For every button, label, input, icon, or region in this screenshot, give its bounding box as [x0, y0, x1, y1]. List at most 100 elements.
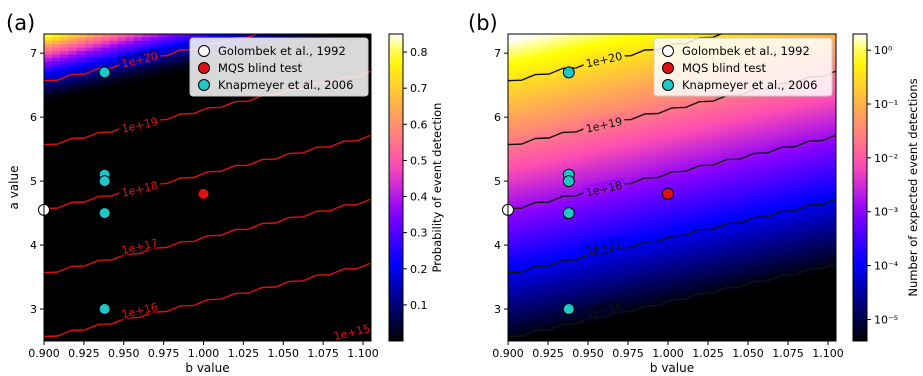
data-point-2 — [98, 207, 111, 220]
panel-b-colorbar: 10⁰ 10⁻¹ 10⁻² 10⁻³ 10⁻⁴ 10⁻⁵ Number of expecte… — [852, 33, 920, 342]
x-tick-label: 0.975 — [148, 347, 180, 360]
legend-label: Knapmeyer et al., 2006 — [218, 78, 353, 92]
panel-a-points — [38, 66, 210, 316]
legend-marker — [198, 79, 210, 91]
colorbar-tick-label: 0.4 — [410, 191, 428, 204]
colorbar-tick-label: 10⁻² — [874, 152, 898, 165]
contour-line-1e+17 — [44, 198, 371, 274]
y-tick-label: 6 — [30, 111, 37, 124]
contour-line-1e+18 — [508, 134, 836, 210]
contour-label-gap — [117, 234, 162, 256]
x-tick-label: 0.925 — [532, 347, 564, 360]
x-tick-label: 1.025 — [228, 347, 260, 360]
y-tick-label: 3 — [494, 303, 501, 316]
panel-a-label: (a) — [6, 11, 35, 35]
y-tick-label: 7 — [494, 47, 501, 60]
x-tick-label: 0.950 — [572, 347, 604, 360]
colorbar-tick-label: 0.8 — [410, 46, 428, 59]
contour-label-gap — [117, 48, 162, 70]
data-point-2 — [562, 66, 575, 79]
legend-marker — [662, 62, 674, 74]
colorbar-tick-label: 10⁻⁵ — [874, 313, 898, 326]
contour-label-gap — [581, 234, 626, 256]
x-tick-label: 0.950 — [108, 347, 140, 360]
y-tick-label: 3 — [30, 303, 37, 316]
panel-b-legend: Golombek et al., 1992 MQS blind test Knapm… — [653, 37, 833, 97]
colorbar-tick-label: 0.3 — [410, 227, 428, 240]
colorbar-tick-label: 10⁻¹ — [874, 98, 898, 111]
x-tick-label: 0.900 — [492, 347, 524, 360]
legend-marker — [662, 79, 674, 91]
data-point-2 — [562, 207, 575, 220]
x-tick-label: 1.050 — [732, 347, 764, 360]
colorbar-tick-label: 10⁰ — [874, 44, 893, 57]
colorbar-tick-label: 0.6 — [410, 118, 428, 131]
data-point-2 — [98, 175, 111, 188]
y-tick-label: 4 — [494, 239, 501, 252]
contour-label-gap — [581, 298, 626, 320]
y-tick-label: 5 — [30, 175, 37, 188]
y-tick-label: 6 — [494, 111, 501, 124]
x-tick-label: 0.900 — [28, 347, 60, 360]
legend-box — [189, 37, 369, 97]
legend-marker — [662, 45, 674, 57]
data-point-2 — [98, 303, 111, 316]
legend-marker — [198, 45, 210, 57]
x-tick-label: 1.075 — [772, 347, 804, 360]
axes-frame — [43, 33, 372, 342]
x-tick-label: 1.000 — [188, 347, 220, 360]
y-tick-label: 4 — [30, 239, 37, 252]
panel-b-label: (b) — [468, 11, 498, 35]
panel-a-axes: 0.900 0.925 0.950 0.975 1.000 1.025 1.050 1.075… — [7, 33, 379, 375]
panel-b-axes: 0.900 0.925 0.950 0.975 1.000 1.025 1.050 1.075… — [492, 33, 844, 375]
legend-label: Knapmeyer et al., 2006 — [682, 78, 817, 92]
contour-line-1e+16 — [44, 262, 371, 338]
x-tick-label: 0.925 — [68, 347, 100, 360]
contour-line-1e+18 — [44, 134, 371, 210]
legend-marker — [198, 62, 210, 74]
colorbar-label: Probability of event detection — [430, 103, 444, 273]
contour-label-gap — [581, 113, 626, 135]
colorbar-label: Number of expected event detections — [906, 78, 920, 296]
x-tick-label: 1.050 — [268, 347, 300, 360]
colorbar-gradient — [388, 33, 404, 342]
x-tick-label: 1.000 — [652, 347, 684, 360]
panel-a-colorbar: 0.1 0.2 0.3 0.4 0.5 0.6 0.7 0.8 Probability of e… — [388, 33, 444, 342]
contour-label-gap — [117, 298, 162, 320]
colorbar-tick-label: 10⁻⁴ — [874, 260, 899, 273]
x-axis-label: b value — [185, 361, 229, 375]
x-tick-label: 0.975 — [612, 347, 644, 360]
y-tick-label: 7 — [30, 47, 37, 60]
x-tick-label: 1.025 — [692, 347, 724, 360]
legend-label: Golombek et al., 1992 — [682, 44, 810, 58]
data-point-2 — [98, 66, 111, 79]
contour-label-gap — [117, 177, 162, 199]
y-axis-label: a value — [7, 166, 21, 210]
data-point-2 — [562, 175, 575, 188]
data-point-1 — [197, 187, 210, 200]
x-tick-label: 1.100 — [812, 347, 844, 360]
x-tick-label: 1.075 — [307, 347, 339, 360]
contour-line-1e+16 — [508, 262, 836, 338]
x-tick-label: 1.100 — [347, 347, 379, 360]
x-axis-label: b value — [650, 361, 694, 375]
data-point-2 — [562, 303, 575, 316]
contour-label-gap — [581, 177, 626, 199]
colorbar-tick-label: 0.5 — [410, 154, 428, 167]
colorbar-tick-label: 10⁻³ — [874, 206, 898, 219]
panel-b-points — [502, 66, 674, 316]
legend-label: Golombek et al., 1992 — [218, 44, 346, 58]
contour-label-gap — [581, 48, 626, 70]
contour-line-1e+17 — [508, 198, 836, 274]
data-point-1 — [662, 187, 674, 200]
contour-label-gap — [117, 113, 162, 135]
legend-label: MQS blind test — [218, 61, 302, 75]
panel-a-legend: Golombek et al., 1992 MQS blind test Knapm… — [189, 37, 369, 97]
colorbar-gradient — [852, 33, 868, 342]
colorbar-tick-label: 0.2 — [410, 263, 428, 276]
legend-label: MQS blind test — [682, 61, 766, 75]
